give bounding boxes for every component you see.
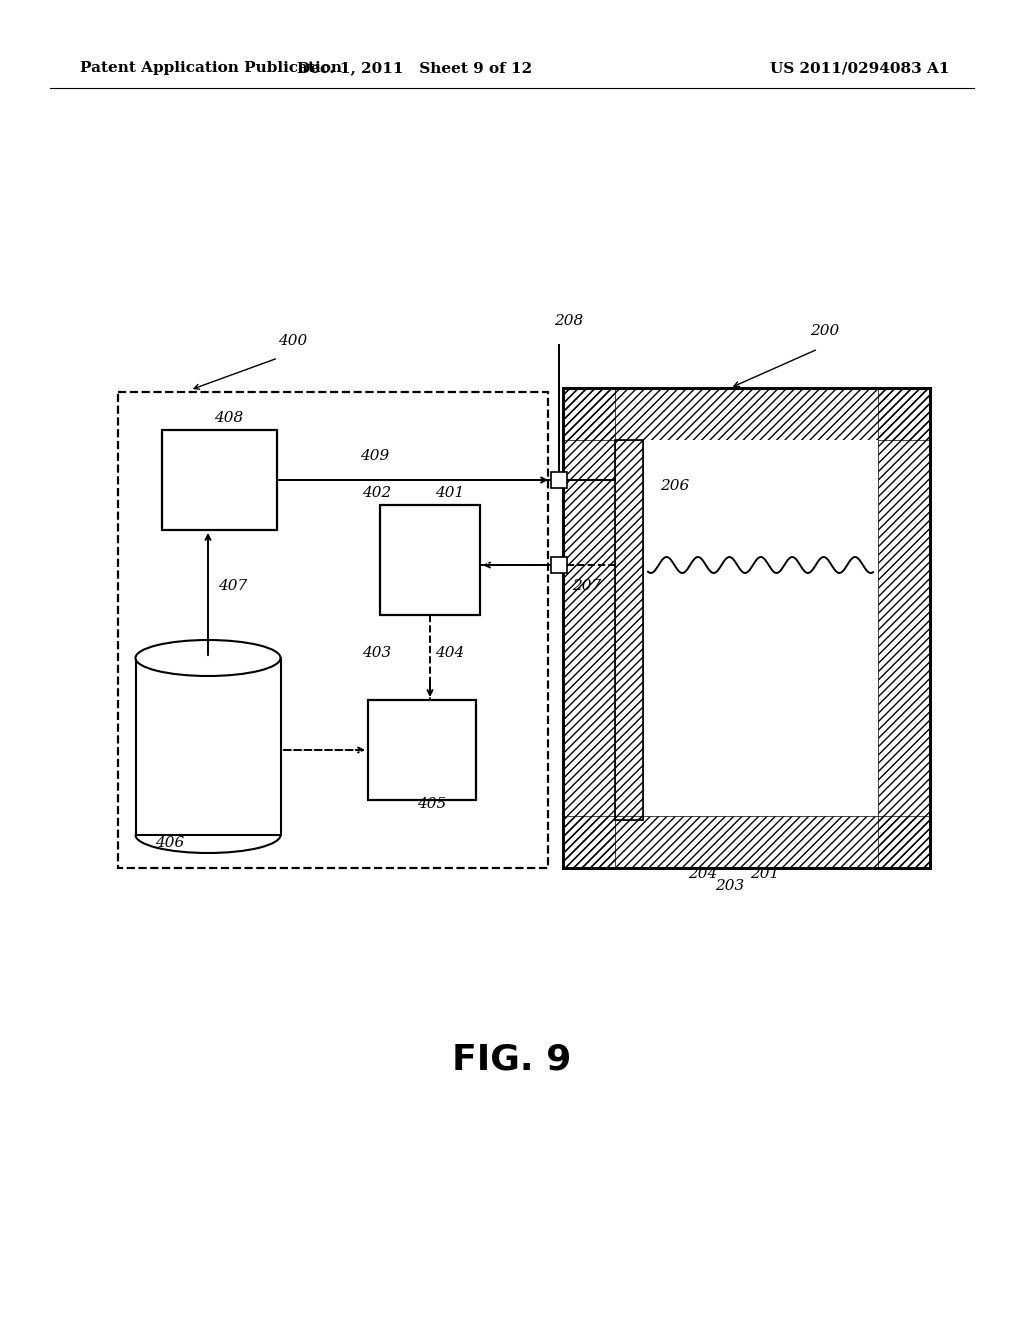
Bar	[551, 473, 567, 488]
Text: 402: 402	[362, 486, 391, 500]
Text: 200: 200	[810, 323, 840, 338]
Text: 406: 406	[156, 836, 184, 850]
Bar	[563, 816, 930, 869]
Bar	[563, 388, 930, 869]
Text: 403: 403	[362, 645, 391, 660]
Bar	[615, 440, 643, 820]
Text: 408: 408	[214, 411, 244, 425]
Bar	[878, 388, 930, 869]
Bar	[118, 392, 548, 869]
Ellipse shape	[135, 640, 281, 676]
Bar	[615, 440, 643, 820]
Bar	[615, 440, 878, 816]
Text: 206: 206	[660, 479, 689, 492]
Text: 407: 407	[218, 579, 247, 593]
Bar	[380, 506, 480, 615]
Text: 401: 401	[435, 486, 464, 500]
Text: US 2011/0294083 A1: US 2011/0294083 A1	[770, 61, 950, 75]
Text: 204: 204	[688, 867, 717, 880]
Text: 208: 208	[554, 314, 584, 327]
Text: Dec. 1, 2011   Sheet 9 of 12: Dec. 1, 2011 Sheet 9 of 12	[297, 61, 532, 75]
Text: 400: 400	[278, 334, 307, 348]
Text: Patent Application Publication: Patent Application Publication	[80, 61, 342, 75]
Text: 201: 201	[750, 867, 779, 880]
Text: 404: 404	[435, 645, 464, 660]
Text: 203: 203	[715, 879, 744, 894]
Bar	[563, 388, 930, 869]
Text: FIG. 9: FIG. 9	[453, 1043, 571, 1077]
Text: 207: 207	[572, 579, 601, 593]
Text: 405: 405	[417, 797, 446, 810]
Bar	[563, 388, 615, 869]
Bar	[135, 657, 281, 836]
Text: 409: 409	[360, 449, 389, 463]
Bar	[563, 388, 930, 440]
Bar	[551, 557, 567, 573]
Bar	[162, 430, 278, 531]
Bar	[368, 700, 476, 800]
